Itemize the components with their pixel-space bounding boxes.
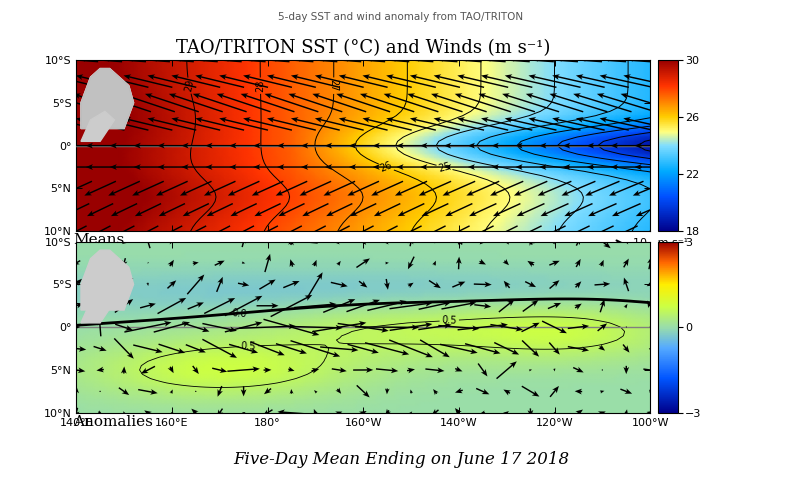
Text: 5-day SST and wind anomaly from TAO/TRITON: 5-day SST and wind anomaly from TAO/TRIT… xyxy=(278,12,524,22)
Polygon shape xyxy=(81,111,115,141)
Text: Five-Day Mean Ending on June 17 2018: Five-Day Mean Ending on June 17 2018 xyxy=(233,451,569,468)
Text: 28: 28 xyxy=(255,79,265,92)
Polygon shape xyxy=(81,69,134,129)
Text: 27: 27 xyxy=(329,79,338,92)
Polygon shape xyxy=(81,250,134,310)
Text: 10.  m s⁻¹: 10. m s⁻¹ xyxy=(633,238,688,248)
Text: 29: 29 xyxy=(183,79,196,93)
Text: Anomalies: Anomalies xyxy=(73,415,153,429)
Text: 0.5: 0.5 xyxy=(441,315,457,326)
Text: 25: 25 xyxy=(437,161,452,174)
Polygon shape xyxy=(81,293,115,323)
Polygon shape xyxy=(81,69,134,129)
Text: 0.0: 0.0 xyxy=(231,308,247,319)
Text: 26: 26 xyxy=(379,160,394,174)
Title: TAO/TRITON SST (°C) and Winds (m s⁻¹): TAO/TRITON SST (°C) and Winds (m s⁻¹) xyxy=(176,39,550,57)
Text: 0.5: 0.5 xyxy=(241,341,257,351)
Text: Means: Means xyxy=(73,233,124,247)
